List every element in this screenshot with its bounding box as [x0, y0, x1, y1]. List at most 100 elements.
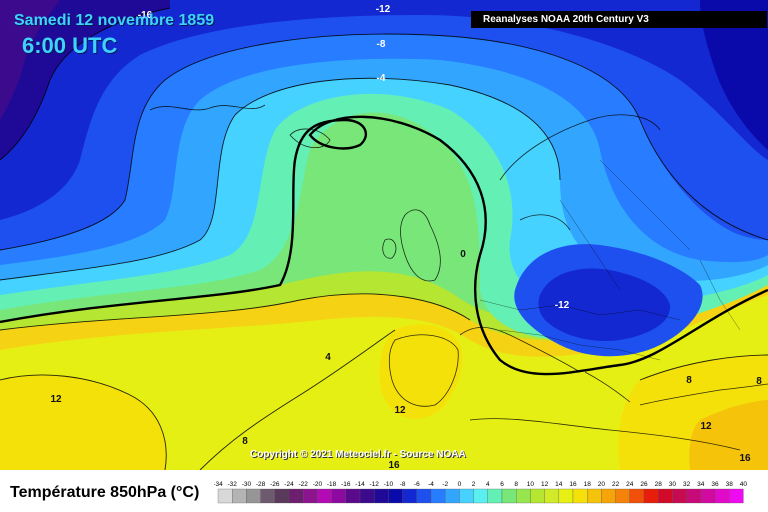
legend-swatch — [672, 488, 687, 504]
legend-swatch — [274, 488, 290, 504]
isotherm-label: 0 — [460, 249, 466, 260]
legend-tick-label: 12 — [541, 481, 549, 488]
legend-tick-label: -22 — [298, 481, 308, 488]
legend-swatch — [658, 488, 673, 504]
legend-swatch — [345, 488, 361, 504]
isotherm-label: 8 — [242, 436, 248, 447]
legend-tick-label: 26 — [640, 481, 648, 488]
legend-tick-label: 24 — [626, 481, 634, 488]
legend-tick-label: -34 — [214, 481, 223, 488]
legend-swatch — [374, 488, 389, 504]
legend-swatch — [729, 488, 744, 504]
legend-swatch — [416, 488, 432, 504]
legend-swatch — [402, 488, 417, 504]
temperature-map: -16 -12 -8 -4 0 -12 4 12 12 8 16 8 8 12 16 — [0, 0, 768, 470]
legend-swatch — [516, 488, 531, 504]
legend-tick-label: 14 — [555, 481, 563, 488]
isotherm-label: 12 — [50, 394, 62, 405]
legend-swatch — [558, 488, 574, 504]
isotherm-label: 8 — [756, 376, 762, 387]
legend-swatch — [232, 488, 247, 504]
legend-tick-label: -6 — [414, 481, 420, 488]
legend-swatch — [359, 488, 375, 504]
legend-tick-label: -30 — [242, 481, 252, 488]
legend-tick-label: 4 — [486, 481, 490, 488]
warm-se-core — [689, 400, 768, 470]
legend-swatch — [388, 488, 403, 504]
legend-tick-label: 10 — [527, 481, 535, 488]
legend-title: Température 850hPa (°C) — [10, 484, 200, 501]
legend-tick-label: 18 — [584, 481, 592, 488]
isotherm-label: -12 — [376, 4, 391, 15]
isotherm-label: -8 — [377, 39, 386, 50]
legend-tick-label: -24 — [284, 481, 294, 488]
legend-tick-label: 36 — [711, 481, 719, 488]
legend-tick-label: 28 — [655, 481, 663, 488]
legend-tick-label: -12 — [369, 481, 379, 488]
legend-tick-label: 8 — [514, 481, 518, 488]
copyright-text: Copyright © 2021 Meteociel.fr - Source N… — [250, 449, 466, 460]
isotherm-label: 12 — [700, 421, 712, 432]
legend-tick-label: 0 — [458, 481, 462, 488]
band-mid-blue — [0, 0, 768, 265]
legend-swatch — [572, 488, 588, 504]
band-navy — [0, 0, 170, 160]
legend-tick-label: 38 — [726, 481, 734, 488]
legend-tick-label: -26 — [270, 481, 280, 488]
legend-swatch — [686, 488, 701, 504]
isotherm-label: 8 — [686, 375, 692, 386]
legend-swatch — [643, 488, 659, 504]
legend-tick-label: 2 — [472, 481, 476, 488]
band-purple — [0, 0, 60, 120]
legend-swatch — [615, 488, 630, 504]
source-banner: Reanalyses NOAA 20th Century V3 — [471, 11, 767, 28]
legend-swatch — [473, 488, 488, 504]
legend-tick-label: -14 — [355, 481, 365, 488]
legend-swatch — [544, 488, 559, 504]
legend-tick-label: 20 — [598, 481, 606, 488]
legend-swatch — [246, 488, 261, 504]
band-navy-ne — [700, 0, 768, 150]
isotherm-label: -16 — [138, 10, 153, 21]
legend-tick-label: -18 — [327, 481, 337, 488]
legend-swatch — [303, 488, 318, 504]
legend-swatch — [587, 488, 602, 504]
legend-tick-label: -28 — [256, 481, 266, 488]
legend-swatch — [288, 488, 304, 504]
legend-tick-label: -20 — [313, 481, 323, 488]
legend-tick-label: 16 — [569, 481, 577, 488]
cold-pool-core — [538, 268, 671, 341]
legend-tick-label: 22 — [612, 481, 620, 488]
isotherm-label: -4 — [377, 73, 386, 84]
legend-tick-label: 34 — [697, 481, 705, 488]
isotherm-label: -12 — [555, 300, 570, 311]
legend-tick-label: -8 — [400, 481, 406, 488]
isotherm-label: 4 — [325, 352, 331, 363]
legend-swatch — [260, 488, 275, 504]
map-time-title: 6:00 UTC — [22, 33, 118, 58]
legend-tick-label: -2 — [442, 481, 448, 488]
warm-sw — [0, 375, 167, 470]
isotherm-label: 16 — [739, 453, 751, 464]
legend-tick-label: 30 — [669, 481, 677, 488]
legend-swatch — [217, 488, 233, 504]
legend-swatch — [601, 488, 616, 504]
legend-swatch — [487, 488, 503, 504]
legend-tick-label: -10 — [384, 481, 394, 488]
legend-swatch — [459, 488, 474, 504]
legend-swatch — [317, 488, 332, 504]
coastlines — [149, 104, 768, 451]
isotherm-label: 12 — [394, 405, 406, 416]
legend-swatch — [501, 488, 517, 504]
legend-swatch — [331, 488, 346, 504]
legend-tick-label: -16 — [341, 481, 351, 488]
legend-tick-label: 6 — [500, 481, 504, 488]
legend-ticks: -34 -32 -30 -28 -26 -24 -22 -20 -18 -16 -14 -12 -10-… — [214, 481, 747, 488]
isotherm-zero — [0, 115, 768, 376]
legend-tick-label: -32 — [227, 481, 237, 488]
legend-swatch — [530, 488, 545, 504]
legend-tick-label: 40 — [740, 481, 748, 488]
isotherm-labels: -16 -12 -8 -4 0 -12 4 12 12 8 16 8 8 12 16 — [50, 4, 762, 470]
band-blue — [0, 0, 768, 250]
isotherms-thin — [0, 7, 768, 470]
